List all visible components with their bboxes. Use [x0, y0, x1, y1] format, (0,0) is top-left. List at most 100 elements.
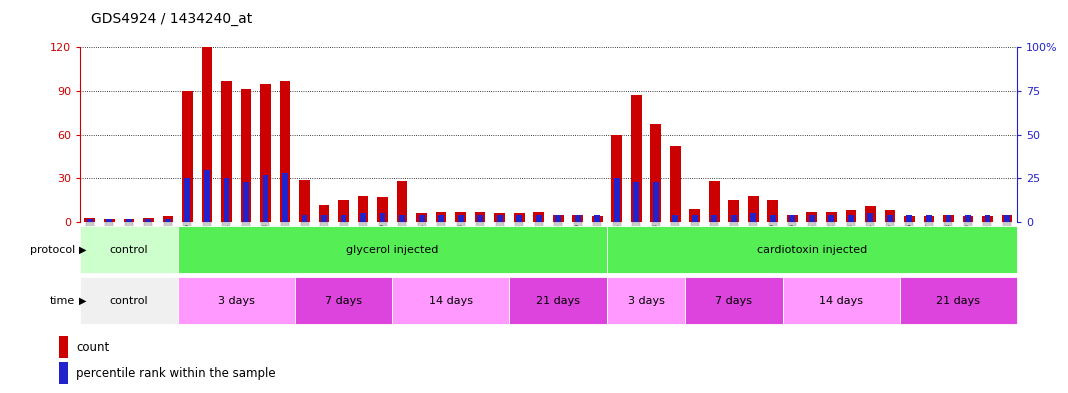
Bar — [848, 215, 853, 222]
Bar — [392, 277, 509, 324]
Text: 21 days: 21 days — [536, 296, 580, 306]
Bar — [867, 213, 874, 222]
Bar — [783, 277, 899, 324]
Bar — [607, 226, 1017, 273]
Bar — [692, 215, 697, 222]
Bar — [592, 216, 602, 222]
Bar — [594, 215, 600, 222]
Bar — [945, 215, 952, 222]
Text: 14 days: 14 days — [819, 296, 863, 306]
Bar — [263, 175, 268, 222]
Bar — [826, 212, 836, 222]
Text: protocol: protocol — [30, 244, 75, 255]
Bar — [748, 196, 758, 222]
Bar — [360, 213, 366, 222]
Bar — [709, 181, 720, 222]
Bar — [650, 125, 661, 222]
Bar — [318, 204, 329, 222]
Bar — [673, 215, 678, 222]
Bar — [87, 219, 93, 222]
Bar — [162, 216, 173, 222]
Bar — [80, 226, 177, 273]
Bar — [240, 90, 251, 222]
Text: ▶: ▶ — [79, 296, 87, 306]
Bar — [124, 219, 135, 222]
Bar — [770, 215, 775, 222]
Bar — [436, 212, 446, 222]
Bar — [555, 215, 561, 222]
Bar — [438, 215, 444, 222]
Bar — [985, 215, 990, 222]
Text: cardiotoxin injected: cardiotoxin injected — [757, 244, 867, 255]
Bar — [177, 277, 295, 324]
Bar — [177, 226, 607, 273]
Bar — [553, 215, 564, 222]
Bar — [59, 362, 67, 384]
Bar — [787, 215, 798, 222]
Bar — [536, 215, 541, 222]
Text: glycerol injected: glycerol injected — [346, 244, 439, 255]
Text: 21 days: 21 days — [937, 296, 980, 306]
Bar — [514, 213, 524, 222]
Text: control: control — [110, 296, 148, 306]
Text: GDS4924 / 1434240_at: GDS4924 / 1434240_at — [91, 12, 252, 26]
Bar — [164, 219, 171, 222]
Bar — [943, 215, 954, 222]
Bar — [282, 173, 288, 222]
Bar — [509, 277, 607, 324]
Bar — [182, 91, 193, 222]
Bar — [455, 212, 466, 222]
Text: percentile rank within the sample: percentile rank within the sample — [76, 367, 276, 380]
Text: 3 days: 3 days — [218, 296, 254, 306]
Bar — [107, 219, 112, 222]
Text: 3 days: 3 days — [628, 296, 664, 306]
Bar — [1002, 215, 1012, 222]
Bar — [516, 215, 522, 222]
Text: control: control — [110, 244, 148, 255]
Bar — [202, 47, 213, 222]
Bar — [731, 215, 737, 222]
Bar — [145, 219, 152, 222]
Bar — [846, 210, 857, 222]
Bar — [379, 213, 386, 222]
Bar — [204, 170, 210, 222]
Bar — [789, 215, 796, 222]
Text: 7 days: 7 days — [325, 296, 362, 306]
Bar — [341, 215, 346, 222]
Bar — [299, 180, 310, 222]
Bar — [221, 81, 232, 222]
Bar — [419, 215, 424, 222]
Bar — [884, 210, 895, 222]
Bar — [751, 213, 756, 222]
Bar — [904, 216, 915, 222]
Bar — [494, 213, 505, 222]
Text: ▶: ▶ — [79, 244, 87, 255]
Bar — [690, 209, 701, 222]
Bar — [865, 206, 876, 222]
Bar — [104, 219, 114, 222]
Bar — [497, 215, 503, 222]
Bar — [477, 215, 483, 222]
Bar — [475, 212, 486, 222]
Bar — [377, 197, 388, 222]
Bar — [575, 215, 581, 222]
Bar — [711, 215, 718, 222]
Bar — [59, 336, 67, 358]
Bar — [633, 182, 639, 222]
Bar — [295, 277, 392, 324]
Bar — [653, 182, 659, 222]
Bar — [926, 215, 932, 222]
Bar — [670, 146, 680, 222]
Bar — [728, 200, 739, 222]
Bar — [185, 178, 190, 222]
Bar — [339, 200, 349, 222]
Bar — [321, 215, 327, 222]
Bar — [808, 215, 815, 222]
Bar — [396, 181, 407, 222]
Bar — [358, 196, 368, 222]
Bar — [962, 216, 973, 222]
Bar — [84, 218, 95, 222]
Bar — [611, 134, 622, 222]
Text: 14 days: 14 days — [429, 296, 473, 306]
Bar — [1004, 215, 1010, 222]
